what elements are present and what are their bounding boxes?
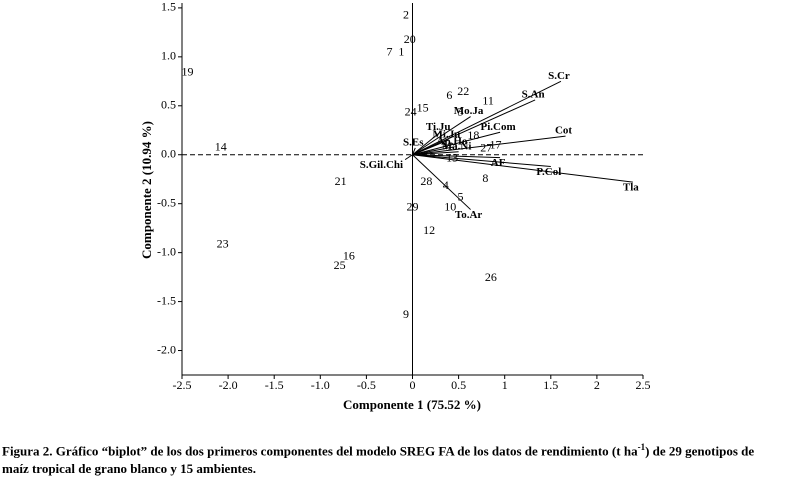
vector-label: P.Col <box>536 166 561 178</box>
x-tick-label: 2.5 <box>636 378 651 392</box>
genotype-point: 20 <box>404 32 416 46</box>
vector <box>412 116 471 156</box>
vector-label: Tla <box>623 182 639 194</box>
genotype-point: 27 <box>480 141 492 155</box>
genotype-point: 8 <box>482 171 488 185</box>
genotype-point: 4 <box>443 178 449 192</box>
genotype-point: 7 <box>386 45 392 59</box>
genotype-point: 14 <box>215 140 227 154</box>
genotype-point: 13 <box>446 150 458 164</box>
vector-label: Mi.Ju <box>433 129 461 141</box>
genotype-point: 22 <box>457 84 469 98</box>
y-tick-label: -0.5 <box>157 195 176 209</box>
vector-label: Ap.Ho <box>437 135 468 147</box>
caption-text: Figura 2. Gráfico “biplot” de los dos pr… <box>2 443 638 459</box>
vector <box>404 154 413 161</box>
genotype-point: 1 <box>398 45 404 59</box>
genotype-point: 2 <box>403 7 409 21</box>
x-tick-label: -1.0 <box>311 378 330 392</box>
genotype-point: 11 <box>482 94 494 108</box>
genotype-point: 17 <box>489 138 501 152</box>
vector-label: Cot <box>555 125 572 137</box>
y-tick-label: -1.5 <box>157 293 176 307</box>
genotype-point: 25 <box>334 258 346 272</box>
caption: Figura 2. Gráfico “biplot” de los dos pr… <box>2 438 782 478</box>
genotype-point: 19 <box>182 64 194 78</box>
genotype-point: 28 <box>420 174 432 188</box>
vector <box>412 139 449 156</box>
genotype-point: 24 <box>405 104 417 118</box>
x-tick-label: -2.5 <box>173 378 192 392</box>
genotype-point: 18 <box>467 128 479 142</box>
vector <box>412 154 633 183</box>
y-tick-label: -2.0 <box>157 342 176 356</box>
chart: Componente 1 (75.52 %) Componente 2 (10.… <box>139 0 651 412</box>
genotype-point: 5 <box>457 190 463 204</box>
x-tick-label: 1.5 <box>543 378 558 392</box>
vector <box>412 154 551 167</box>
vector-label: Ma.Ni <box>442 140 472 152</box>
y-axis-title: Componente 2 (10.94 %) <box>139 121 154 259</box>
genotype-point: 29 <box>407 199 419 213</box>
vector-label: S.Es <box>403 136 424 148</box>
genotype-point: 26 <box>485 270 497 284</box>
vector <box>412 131 501 156</box>
vector-label: Mo.Ja <box>454 105 484 117</box>
vector-label: Pi.Com <box>481 121 516 133</box>
genotype-point: 10 <box>444 199 456 213</box>
x-tick-label: -2.0 <box>219 378 238 392</box>
vector <box>412 151 459 156</box>
vector-label: AF <box>491 157 506 169</box>
vector <box>412 99 536 156</box>
vector-label: S.Cr <box>548 70 570 82</box>
vector <box>412 131 441 156</box>
genotype-point: 15 <box>417 100 429 114</box>
caption-text: ) de 29 genotipos de maíz tropical de gr… <box>2 443 755 477</box>
genotype-point: 23 <box>217 237 229 251</box>
x-axis-title: Componente 1 (75.52 %) <box>343 397 481 412</box>
genotype-point: 9 <box>403 307 409 321</box>
vector <box>412 146 455 156</box>
y-tick-label: -1.0 <box>157 244 176 258</box>
x-tick-label: 1 <box>502 378 508 392</box>
vector <box>412 154 471 210</box>
genotype-point: 16 <box>343 248 355 262</box>
caption-sup: -1 <box>637 442 646 452</box>
vector <box>412 147 416 155</box>
vector-label: S.Gil.Chi <box>360 159 403 171</box>
y-tick-label: 1.0 <box>161 49 176 63</box>
y-tick-label: 0.0 <box>161 146 176 160</box>
vector-label: S.An <box>522 88 545 100</box>
vector-label: To.Ar <box>455 209 483 221</box>
vector-label: Ti.Ju <box>426 121 451 133</box>
x-tick-label: -0.5 <box>357 378 376 392</box>
x-tick-label: 0.5 <box>451 378 466 392</box>
genotype-point: 12 <box>423 223 435 237</box>
x-tick-label: -1.5 <box>265 378 284 392</box>
vector <box>412 80 562 156</box>
genotype-point: 6 <box>446 88 452 102</box>
y-tick-label: 1.5 <box>161 0 176 14</box>
genotype-point: 21 <box>335 174 347 188</box>
x-tick-label: 0 <box>410 378 416 392</box>
genotype-point: 3 <box>457 104 463 118</box>
vector <box>412 154 501 159</box>
x-tick-label: 2 <box>594 378 600 392</box>
y-tick-label: 0.5 <box>161 98 176 112</box>
vector <box>412 135 566 156</box>
